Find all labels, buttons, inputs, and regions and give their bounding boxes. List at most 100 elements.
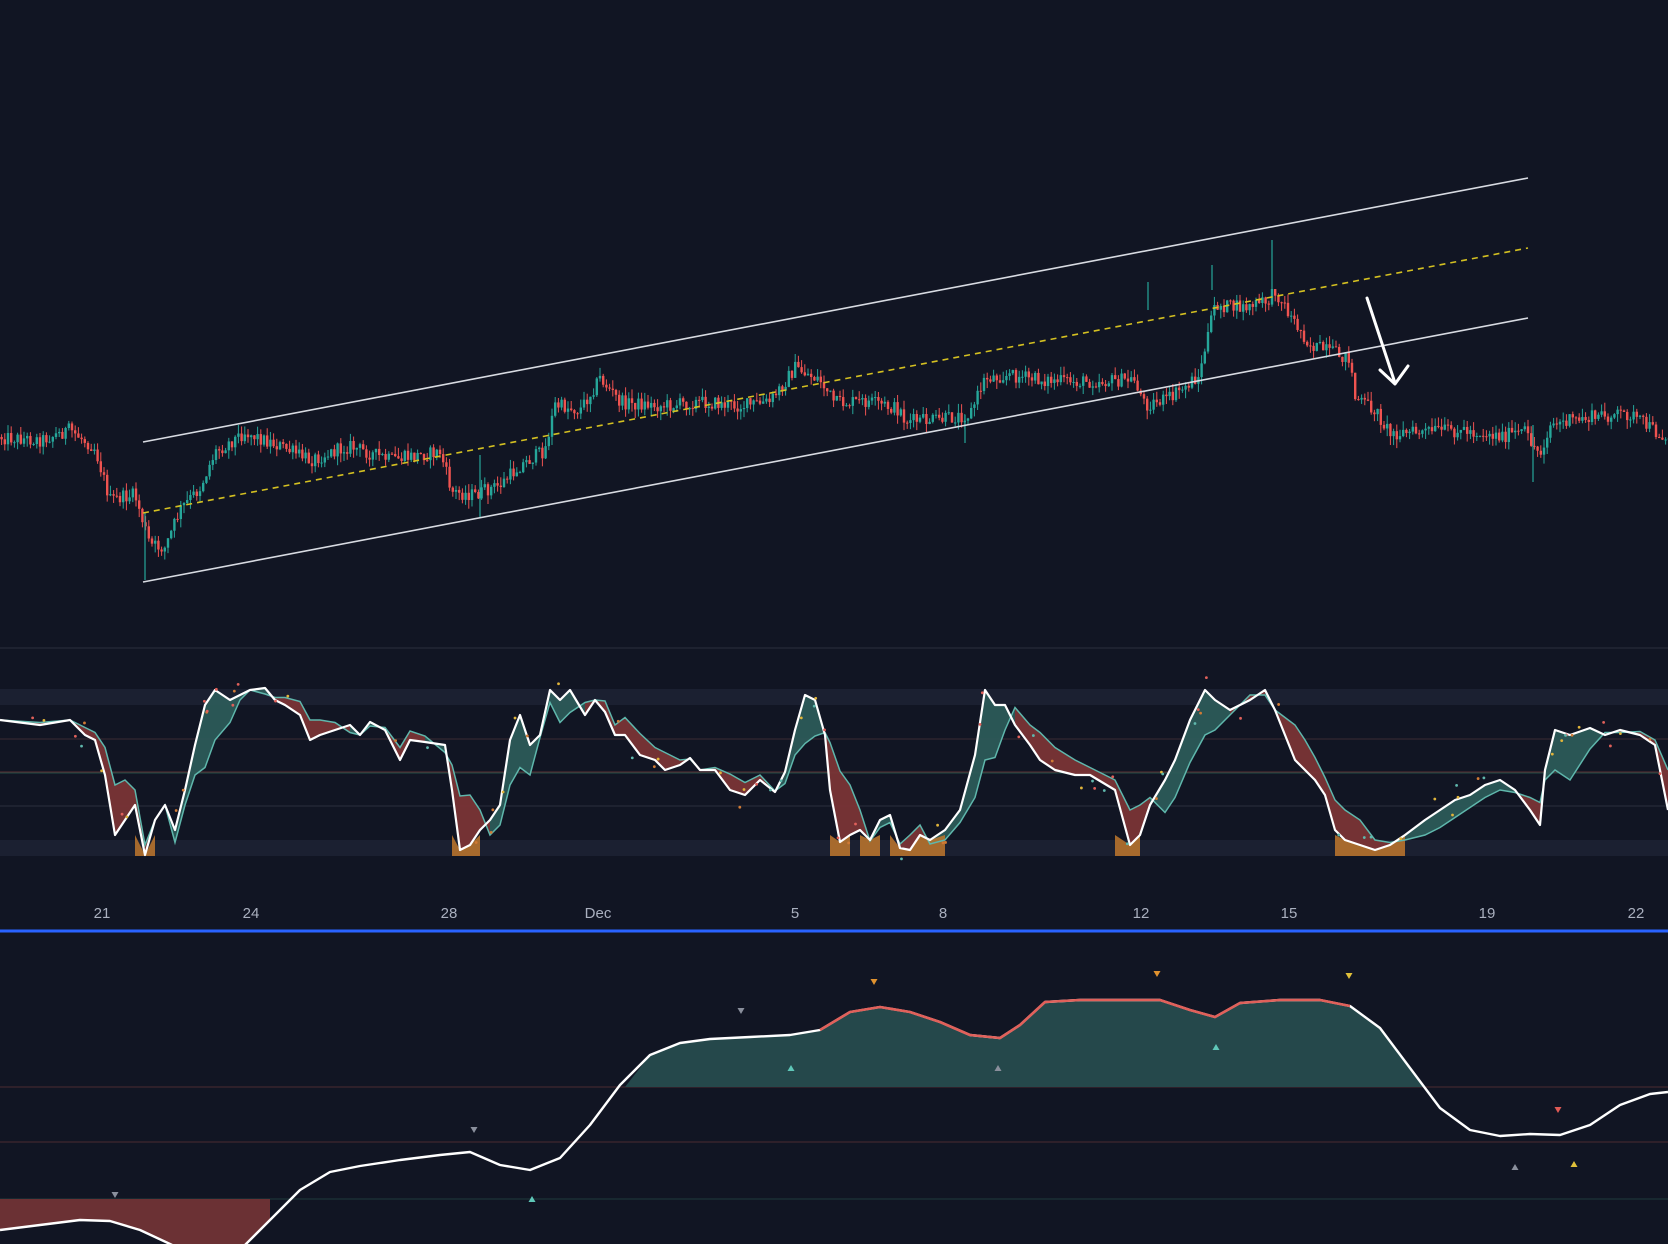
candle-body (570, 408, 573, 411)
candle-body (118, 495, 122, 503)
candle-body (861, 398, 864, 400)
oscillator-2-panel[interactable] (0, 971, 1668, 1244)
candle-body (1238, 300, 1242, 312)
oscillator-1-dot (42, 718, 46, 722)
candle-body (1616, 409, 1619, 415)
candle-body (157, 540, 160, 550)
oscillator-2-bull-fill (625, 1000, 1425, 1087)
candle-body (1206, 331, 1210, 352)
candle-body (790, 370, 794, 378)
oscillator-1-dot (900, 857, 903, 861)
candle-body (890, 408, 893, 413)
oscillator-1-dot (630, 756, 634, 760)
oscillator-1-fill-segment (410, 731, 425, 742)
oscillator-1-dot (812, 704, 816, 708)
candle-body (355, 447, 358, 450)
candle-body (1555, 423, 1558, 425)
oscillator-1-signal-path (0, 689, 1668, 848)
candle-body (838, 395, 842, 398)
trend-channel[interactable] (142, 177, 1529, 583)
candle-body (490, 486, 493, 496)
candle-body (762, 401, 765, 404)
candle-body (902, 409, 906, 423)
oscillator-1-fill-segment (730, 774, 745, 795)
candle-body (1376, 408, 1379, 415)
oscillator-1-fill-segment (310, 720, 320, 740)
candle-body (403, 450, 406, 462)
candle-body (1350, 362, 1354, 373)
candle-body (390, 453, 394, 455)
candle-body (1094, 386, 1098, 388)
candle-body (800, 367, 803, 373)
candle-body (310, 463, 314, 467)
candle-body (128, 497, 131, 502)
candle-body (1402, 429, 1405, 437)
candle-body (6, 433, 10, 445)
candle-body (544, 446, 547, 459)
candle-body (810, 373, 813, 377)
candle-body (1434, 425, 1437, 432)
oscillator-1-dot (779, 779, 783, 783)
price-panel[interactable] (0, 177, 1668, 583)
candle-body (1398, 436, 1402, 440)
candle-body (1542, 447, 1546, 455)
candle-body (438, 449, 442, 455)
down-arrow-annotation[interactable] (1365, 296, 1410, 386)
candle-body (1120, 373, 1123, 387)
candle-body (589, 396, 592, 405)
oscillator-1-fill-segment (1030, 725, 1040, 760)
candle-body (448, 466, 451, 488)
candle-body (1286, 302, 1290, 317)
candle-body (192, 491, 195, 496)
candle-body (1050, 376, 1053, 383)
candle-body (979, 390, 982, 392)
candle-body (470, 489, 474, 501)
candle-body (1341, 356, 1344, 362)
candle-body (1037, 372, 1040, 385)
oscillator-1-dot (769, 788, 772, 792)
oscillator-1-dot (1577, 725, 1581, 729)
oscillator-1-dot (274, 699, 277, 703)
candle-body (176, 518, 179, 520)
oscillator-1-dot (1482, 776, 1486, 780)
candle-body (986, 377, 989, 380)
oscillator-1-dot (426, 746, 429, 750)
candle-body (1437, 425, 1440, 427)
candle-body (925, 414, 928, 425)
candle-body (1389, 423, 1392, 437)
candle-body (1587, 419, 1590, 422)
candle-body (99, 461, 102, 473)
oscillator-1-dot (214, 687, 218, 691)
candle-body (1187, 385, 1190, 388)
candle-body (877, 397, 880, 401)
candle-body (1578, 417, 1581, 421)
candle-body (1386, 423, 1389, 429)
oscillator-1-dot (1337, 833, 1341, 837)
oscillator-1-dot (652, 765, 656, 769)
oscillator-1-fill-segment (1130, 805, 1140, 845)
candle-body (259, 434, 262, 445)
candle-body (1613, 414, 1616, 418)
oscillator-1-panel[interactable] (0, 676, 1668, 861)
up-triangle-marker (787, 1065, 795, 1071)
oscillator-1-dot (847, 841, 851, 845)
candle-body (640, 398, 643, 410)
candle-body (768, 398, 771, 403)
oscillator-1-extreme-fill (1115, 835, 1130, 856)
candle-body (0, 437, 3, 440)
candle-body (93, 449, 96, 451)
oscillator-1-dot (1111, 775, 1115, 779)
oscillator-1-extreme-fill (830, 835, 840, 856)
candle-body (432, 447, 435, 457)
candle-body (755, 400, 758, 402)
candle-body (547, 436, 550, 447)
candle-body (557, 402, 560, 408)
oscillator-1-fill-segment (1090, 767, 1115, 790)
oscillator-1-dot (656, 757, 660, 761)
oscillator-1-dot (1456, 795, 1460, 799)
candle-body (374, 448, 378, 453)
candle-body (29, 435, 32, 445)
oscillator-1-dot (174, 809, 178, 812)
oscillator-1-fill-segment (1360, 820, 1375, 850)
